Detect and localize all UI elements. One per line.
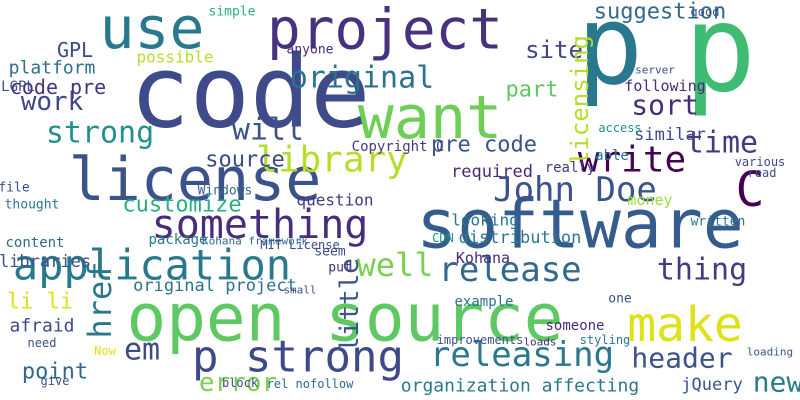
word: thing — [657, 253, 747, 288]
word: following — [624, 77, 705, 95]
word: p — [577, 0, 643, 109]
word: one — [608, 292, 632, 307]
word: server — [635, 64, 675, 77]
word: distribution — [459, 228, 582, 248]
word: Kohana framework — [202, 235, 308, 248]
word: work — [21, 87, 84, 117]
word: able — [595, 148, 629, 164]
word: time — [686, 126, 758, 161]
word: little — [335, 258, 365, 352]
word: put — [328, 261, 351, 276]
word: loads — [523, 336, 556, 349]
word: various — [735, 155, 786, 169]
word: GPL — [57, 38, 93, 62]
word: CDN — [432, 231, 454, 245]
word: rel nofollow — [267, 377, 354, 391]
word: new — [753, 366, 800, 399]
word: open source — [126, 280, 563, 357]
word: give — [41, 374, 70, 388]
word: organization affecting — [401, 376, 639, 397]
word: block — [222, 376, 259, 390]
word: part — [506, 78, 559, 103]
word: library — [256, 140, 408, 181]
word: code — [130, 34, 371, 151]
word: MIT License — [260, 238, 339, 252]
word: customize — [122, 193, 241, 218]
word: Now — [94, 344, 116, 358]
word: use — [100, 0, 205, 62]
word: source — [205, 148, 284, 173]
word: seem — [314, 245, 345, 260]
word: improvements — [437, 333, 524, 347]
word: package — [148, 232, 207, 248]
word: project — [267, 0, 503, 63]
word: money — [627, 191, 672, 209]
word: LGPL — [1, 79, 35, 95]
word: li li — [7, 290, 73, 315]
word: someone — [545, 318, 604, 334]
word: written — [691, 215, 746, 230]
word: need — [28, 336, 57, 350]
word: required — [451, 162, 533, 182]
word: want — [358, 83, 503, 153]
word: similar — [634, 125, 706, 145]
word: possible — [136, 48, 213, 67]
word: thought — [5, 198, 60, 213]
word: styling — [580, 333, 631, 347]
word: code pre — [10, 75, 106, 99]
word: site — [525, 36, 583, 64]
word: pre code — [431, 133, 537, 158]
word: John Doe — [493, 170, 657, 210]
word: jQuery — [681, 375, 742, 395]
word: libraries — [0, 252, 91, 272]
word: original project — [133, 276, 297, 296]
word: C — [736, 162, 765, 218]
word: p — [684, 0, 756, 120]
word: make — [627, 297, 743, 353]
word: em — [124, 333, 160, 368]
word: content — [5, 235, 64, 251]
word: anyone — [287, 43, 334, 58]
word: licensing — [566, 35, 594, 165]
word: loading — [747, 346, 793, 359]
word: header — [631, 342, 732, 375]
word: error — [199, 368, 277, 398]
word: file — [0, 181, 30, 196]
word: good — [691, 5, 720, 19]
word: simple — [209, 5, 256, 20]
word: write — [578, 140, 686, 181]
word: releasing — [430, 335, 614, 375]
word: looking — [451, 211, 518, 230]
word: p strong — [192, 332, 404, 383]
word: Kohana — [456, 249, 510, 267]
word: Copyright C — [352, 139, 445, 155]
word: original — [290, 61, 435, 96]
word: strong — [46, 116, 154, 151]
word: will — [232, 113, 304, 148]
word: software — [416, 186, 744, 265]
word: point — [22, 360, 88, 385]
word: sort — [631, 89, 698, 122]
word: example — [454, 294, 513, 310]
word: suggestion — [594, 0, 726, 25]
word: small — [283, 284, 316, 297]
word: release — [438, 250, 581, 290]
word: really — [545, 160, 596, 176]
word: something — [152, 202, 369, 248]
word: href — [81, 261, 119, 338]
word: well — [356, 246, 433, 284]
word: license — [69, 145, 322, 215]
word: access — [598, 121, 641, 135]
word: afraid — [9, 316, 74, 337]
word: application — [13, 241, 291, 290]
word: question — [296, 191, 373, 210]
word: read — [748, 166, 777, 180]
word: platform — [9, 58, 96, 79]
word: Windows — [198, 184, 253, 199]
